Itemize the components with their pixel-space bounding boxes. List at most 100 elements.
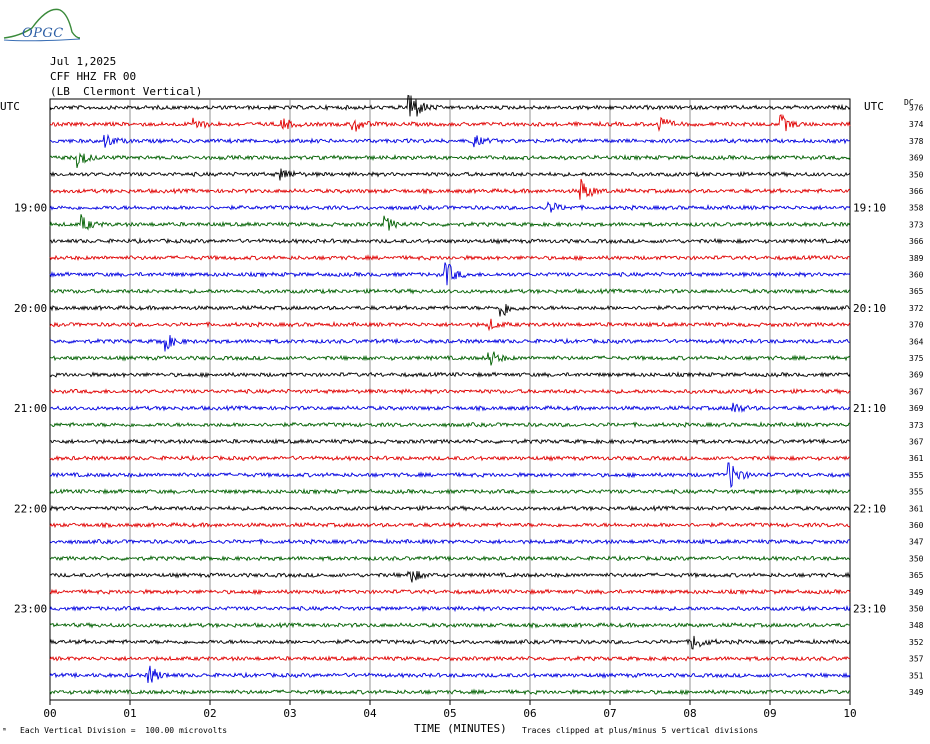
dc-offset-label: 378	[909, 137, 924, 146]
trace-row	[49, 371, 851, 379]
trace-row	[49, 152, 851, 168]
trace-row	[49, 387, 851, 395]
trace-row	[49, 635, 851, 650]
trace-row	[49, 287, 851, 295]
logo-text: OPGC	[22, 26, 64, 41]
right-time-label: 19:10	[853, 202, 886, 215]
trace-row	[49, 655, 851, 663]
dc-offset-label: 350	[909, 605, 924, 614]
dc-offset-label: 376	[909, 104, 924, 113]
trace-row	[49, 133, 851, 148]
dc-offset-label: 370	[909, 321, 924, 330]
x-tick-label: 06	[523, 707, 536, 720]
trace-row	[49, 201, 851, 213]
scale-note: Each Vertical Division = 100.00 microvol…	[20, 726, 228, 735]
trace-row	[49, 462, 851, 489]
trace-row	[49, 421, 851, 429]
dc-offset-label: 366	[909, 237, 924, 246]
dc-offset-label: 361	[909, 504, 924, 513]
dc-offset-label: 350	[909, 554, 924, 563]
trace-row	[49, 178, 851, 200]
trace-row	[49, 303, 851, 317]
dc-offset-label: 372	[909, 304, 924, 313]
dc-offset-label: 347	[909, 538, 924, 547]
right-time-label: 21:10	[853, 402, 886, 415]
dc-offset-label: 369	[909, 371, 924, 380]
x-tick-label: 00	[43, 707, 56, 720]
trace-row	[49, 621, 851, 629]
dc-offset-label: 351	[909, 671, 924, 680]
x-tick-label: 04	[363, 707, 377, 720]
left-utc-label: UTC	[0, 100, 20, 113]
dc-offset-label: 369	[909, 154, 924, 163]
right-time-label: 23:10	[853, 603, 886, 616]
dc-offset-label: 374	[909, 120, 924, 129]
left-time-label: 20:00	[14, 302, 47, 315]
dc-offset-label: 375	[909, 354, 924, 363]
left-time-label: 19:00	[14, 202, 47, 215]
opgc-logo	[3, 8, 81, 42]
dc-offset-label: 349	[909, 688, 924, 697]
trace-row	[49, 605, 851, 613]
dc-offset-label: 349	[909, 588, 924, 597]
trace-row	[49, 488, 851, 496]
dc-offset-label: 348	[909, 621, 924, 630]
trace-row	[49, 168, 851, 181]
trace-row	[49, 570, 851, 583]
left-time-label: 22:00	[14, 502, 47, 515]
dc-offset-label: 367	[909, 387, 924, 396]
trace-row	[49, 254, 851, 262]
x-tick-label: 07	[603, 707, 616, 720]
corner-mark: ᵐ	[2, 726, 7, 735]
dc-header-label: DC	[904, 98, 914, 107]
dc-offset-label: 350	[909, 170, 924, 179]
dc-offset-label: 364	[909, 337, 924, 346]
dc-offset-label: 360	[909, 521, 924, 530]
trace-row	[49, 351, 851, 366]
trace-row	[49, 114, 851, 132]
x-tick-label: 05	[443, 707, 456, 720]
dc-offset-label: 352	[909, 638, 924, 647]
trace-row	[49, 214, 851, 231]
trace-row	[49, 688, 851, 696]
x-tick-label: 02	[203, 707, 216, 720]
dc-offset-label: 358	[909, 204, 924, 213]
trace-row	[49, 437, 851, 445]
left-time-label: 21:00	[14, 402, 47, 415]
trace-row	[49, 504, 851, 512]
dc-offset-label: 355	[909, 471, 924, 480]
trace-row	[49, 262, 851, 286]
date-label: Jul 1,2025	[50, 55, 117, 68]
dc-offset-label: 355	[909, 488, 924, 497]
station-label: CFF HHZ FR 00	[50, 70, 137, 83]
location-label: (LB Clermont Vertical)	[50, 85, 203, 98]
dc-offset-label: 357	[909, 655, 924, 664]
dc-offset-label: 389	[909, 254, 924, 263]
dc-offset-label: 373	[909, 421, 924, 430]
trace-row	[49, 538, 851, 546]
dc-offset-label: 373	[909, 220, 924, 229]
dc-offset-label: 366	[909, 187, 924, 196]
left-time-label: 23:00	[14, 603, 47, 616]
dc-offset-label: 361	[909, 454, 924, 463]
right-time-label: 22:10	[853, 502, 886, 515]
trace-row	[49, 554, 851, 562]
x-axis-title: TIME (MINUTES)	[414, 722, 507, 735]
x-tick-label: 03	[283, 707, 296, 720]
dc-offset-label: 367	[909, 438, 924, 447]
dc-offset-label: 365	[909, 571, 924, 580]
trace-row	[49, 402, 851, 413]
trace-row	[49, 665, 851, 683]
x-tick-label: 10	[843, 707, 856, 720]
clip-note: Traces clipped at plus/minus 5 vertical …	[522, 726, 759, 735]
trace-row	[49, 237, 851, 245]
x-tick-label: 09	[763, 707, 776, 720]
trace-row	[49, 318, 851, 332]
trace-row	[49, 335, 851, 352]
x-tick-label: 08	[683, 707, 696, 720]
dc-offset-label: 365	[909, 287, 924, 296]
right-time-label: 20:10	[853, 302, 886, 315]
trace-row	[49, 94, 851, 117]
